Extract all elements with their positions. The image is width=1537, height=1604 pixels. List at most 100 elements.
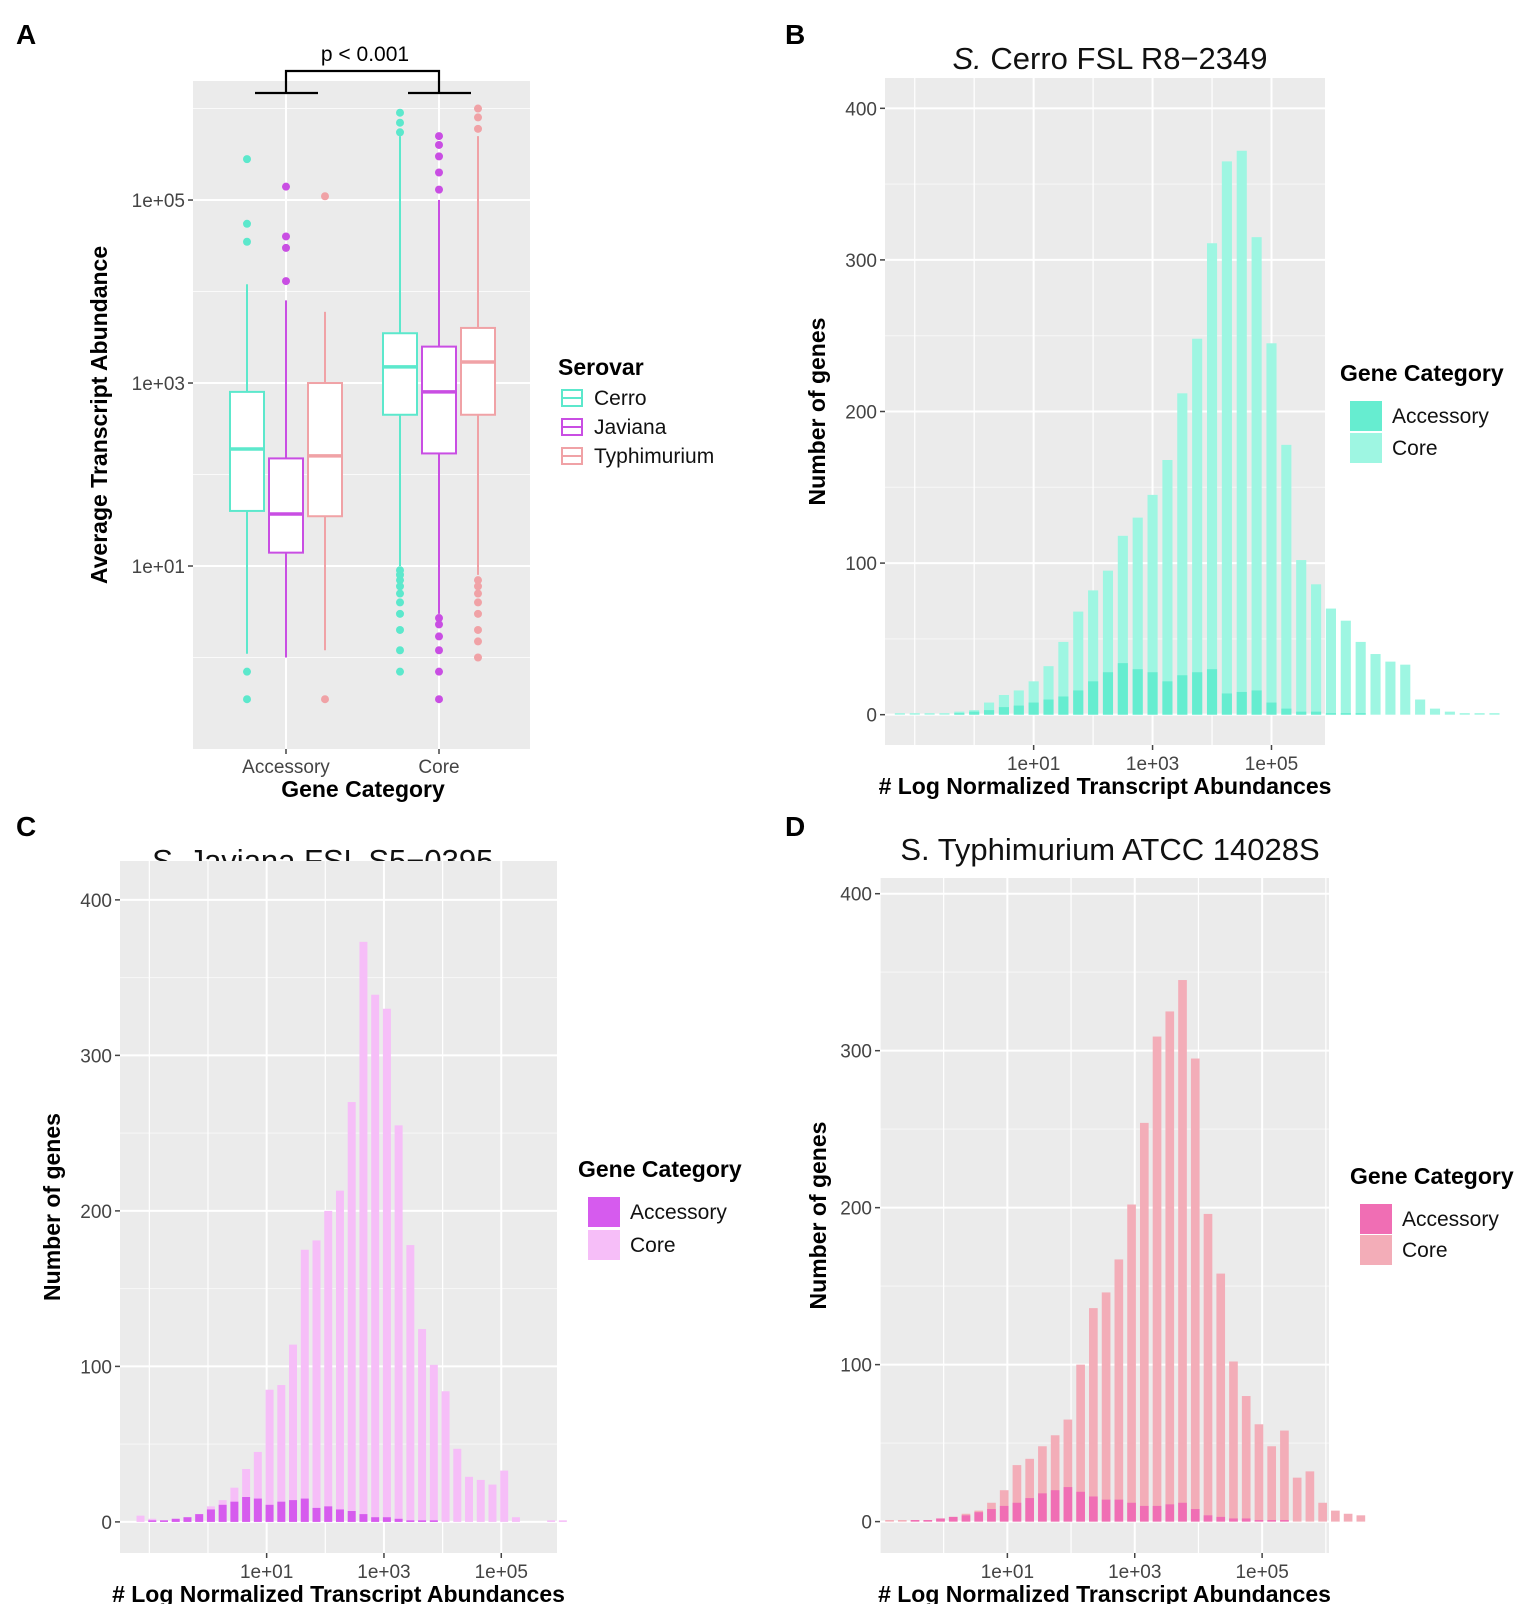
bar-accessory [1088, 681, 1099, 715]
bar-core [453, 1448, 462, 1522]
bar-accessory [1355, 713, 1366, 715]
bar-accessory [1266, 702, 1277, 715]
bar-core [1206, 243, 1218, 715]
x-tick-label: 1e+03 [357, 1562, 410, 1583]
bar-core [885, 1520, 894, 1522]
bar-accessory [948, 1516, 958, 1522]
x-axis-title: # Log Normalized Transcript Abundances [878, 1581, 1331, 1604]
bar-core [382, 1008, 391, 1522]
bars [885, 980, 1366, 1522]
outlier-point [396, 609, 404, 618]
outlier-point [474, 104, 482, 113]
bar-accessory [1139, 1505, 1149, 1522]
bar-accessory [1281, 708, 1292, 715]
y-tick-label: 1e+01 [132, 557, 185, 578]
bar-accessory [1117, 663, 1128, 715]
outlier-point [396, 589, 404, 598]
bar-accessory [394, 1518, 403, 1522]
bar-core [1305, 1471, 1315, 1522]
bar-core [1296, 560, 1307, 715]
outlier-point [474, 589, 482, 598]
box-iqr [382, 332, 418, 416]
outlier-point [396, 646, 404, 655]
bar-core [1429, 708, 1441, 715]
outlier-point [435, 620, 443, 629]
bar-core [1318, 1502, 1327, 1522]
bar-accessory [984, 710, 995, 715]
bar-core [1076, 1364, 1085, 1522]
bar-core [1058, 641, 1069, 715]
legend-key-accessory [588, 1197, 620, 1227]
bar-core [1139, 1122, 1149, 1522]
series-core [894, 150, 1500, 715]
bar-core [429, 1364, 438, 1522]
y-ticks: 0 100 200 300 400 [845, 99, 885, 727]
outlier-point [474, 609, 482, 618]
bar-core [1325, 608, 1336, 715]
bar-accessory [300, 1498, 309, 1522]
bar-core [476, 1479, 485, 1522]
legend-label-cerro: Cerro [594, 387, 647, 410]
bar-core [1012, 1465, 1022, 1522]
legend-title: Gene Category [578, 1156, 742, 1182]
legend-title: Gene Category [1340, 360, 1504, 386]
panel-b-chart: 0 100 200 300 400 1e+01 1e+03 1e+05# Log Normal… [804, 78, 1504, 799]
bar-core [394, 1125, 403, 1522]
panel-d: D S. Typhimurium ATCC 14028S 0 100 200 300 4… [785, 811, 1514, 1604]
legend-label-core: Core [630, 1234, 676, 1257]
bar-core [894, 713, 905, 715]
bar-accessory [230, 1501, 239, 1522]
y-tick-label: 300 [845, 251, 877, 272]
bar-accessory [1236, 691, 1247, 715]
bar-core [312, 1240, 321, 1522]
bar-core [289, 1344, 298, 1522]
bar-core [335, 1190, 344, 1522]
legend-label-typhimurium: Typhimurium [594, 445, 714, 468]
bar-accessory [312, 1507, 321, 1522]
box-core-cerro [382, 108, 418, 676]
bar-core [1050, 1435, 1060, 1522]
outlier-point [243, 219, 251, 228]
outlier-point [435, 168, 443, 177]
y-axis-title: Number of genes [39, 1113, 65, 1301]
bar-core [1177, 393, 1188, 715]
outlier-point [243, 695, 251, 704]
bar-accessory [1251, 690, 1262, 715]
bar-core [418, 1329, 427, 1522]
bar-accessory [1114, 1499, 1124, 1522]
bar-accessory [1076, 1491, 1085, 1522]
outlier-point [474, 637, 482, 646]
y-tick-label: 1e+03 [132, 374, 185, 395]
panel-d-label: D [785, 811, 805, 842]
box-accessory-javiana [268, 182, 304, 658]
bar-accessory [1267, 1520, 1277, 1522]
bar-accessory [1190, 1509, 1200, 1522]
outlier-point [243, 155, 251, 164]
outlier-point [474, 576, 482, 585]
bar-core [1415, 699, 1426, 715]
legend-key-core [588, 1230, 620, 1260]
bar-accessory [1203, 1515, 1213, 1522]
bar-accessory [1013, 705, 1024, 715]
panel-a-boxplots [229, 104, 496, 704]
bar-core [1013, 690, 1024, 715]
box-iqr [421, 345, 457, 455]
panel-a-y-ticks: 1e+01 1e+03 1e+05 [132, 191, 193, 578]
y-tick-label: 100 [840, 1356, 872, 1377]
bar-core [1088, 590, 1099, 715]
outlier-point [282, 182, 290, 191]
y-ticks: 0 100 200 300 400 [80, 891, 120, 1534]
bar-core [1385, 661, 1396, 715]
bar-core [1038, 1446, 1047, 1522]
bar-accessory [923, 1520, 933, 1522]
bar-core [1178, 980, 1187, 1522]
bar-accessory [289, 1500, 298, 1522]
bar-accessory [1028, 702, 1039, 715]
x-ticks: 1e+01 1e+03 1e+05 [240, 1553, 528, 1583]
bar-accessory [1063, 1487, 1073, 1522]
bar-accessory [987, 1509, 996, 1522]
bar-accessory [359, 1514, 368, 1522]
legend-key-core [1350, 433, 1382, 463]
bar-core [136, 1515, 145, 1522]
bar-core [1236, 150, 1247, 715]
